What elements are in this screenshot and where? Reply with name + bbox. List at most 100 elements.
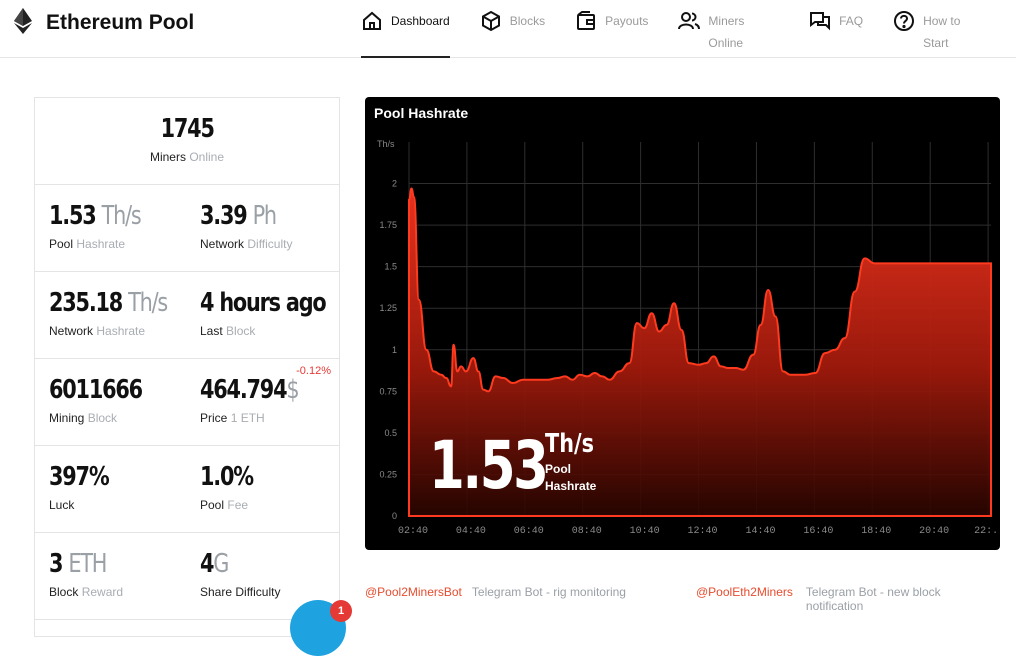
stats-row: 1.53 Th/s Pool Hashrate 3.39 Ph Network … (35, 185, 339, 272)
y-tick-label: 0.25 (379, 469, 397, 479)
x-tick-label: 14:40 (745, 526, 775, 537)
stat-caption: Pool Hashrate (49, 237, 126, 251)
x-tick-label: 04:40 (456, 526, 486, 537)
nav-label: FAQ (839, 14, 864, 28)
hashrate-area (408, 187, 992, 517)
hashrate-overlay: 1.53 Th/s Pool Hashrate (429, 429, 606, 499)
y-tick-label: 0 (392, 511, 397, 521)
stat-last-block: 4 hours ago Last Block (186, 272, 337, 358)
stat-caption: Price 1 ETH (200, 411, 265, 425)
nav-label: Dashboard (391, 14, 450, 28)
stat-value: 1.0% (200, 462, 254, 492)
x-tick-label: 06:40 (514, 526, 544, 537)
help-circle-icon (893, 10, 915, 32)
brand-name: Ethereum Pool (46, 11, 195, 34)
stat-network-difficulty: 3.39 Ph Network Difficulty (186, 185, 337, 271)
y-tick-label: 1 (392, 345, 397, 355)
x-tick-label: 12:40 (688, 526, 718, 537)
stats-panel: 1745 Miners Online 1.53 Th/s Pool Hashra… (34, 97, 340, 637)
telegram-desc: Telegram Bot - new block notification (805, 585, 941, 613)
stat-value: 464.794$ (200, 375, 300, 405)
stats-row: 235.18 Th/s Network Hashrate 4 hours ago… (35, 272, 339, 359)
nav-label: How to Start (923, 14, 961, 50)
nav-miners-online[interactable]: Miners Online (678, 0, 779, 58)
nav-label: Blocks (509, 14, 546, 28)
chat-icon (809, 10, 831, 32)
stat-caption: Network Difficulty (200, 237, 293, 251)
hashrate-chart-svg: 0 0.25 0.5 0.75 1 1.25 1.5 1.75 2 Th/s 02:40 04:40 0… (377, 139, 1000, 537)
stat-miners: 1745 Miners Online (35, 98, 339, 185)
chat-badge: 1 (330, 600, 352, 622)
nav-how-to-start[interactable]: How to Start (893, 0, 986, 58)
telegram-bot-notification: @PoolEth2Miners Telegram Bot - new block… (696, 585, 966, 613)
telegram-handle-link[interactable]: @PoolEth2Miners (696, 585, 793, 599)
x-tick-label: 08:40 (572, 526, 602, 537)
y-tick-label: 1.25 (379, 303, 397, 313)
stat-caption: Miners Online (149, 150, 225, 164)
stat-luck: 397% Luck (35, 446, 186, 532)
y-tick-label: 2 (392, 179, 397, 189)
brand[interactable]: Ethereum Pool (14, 7, 195, 39)
nav-dashboard[interactable]: Dashboard (361, 0, 450, 58)
x-tick-label: 18:40 (861, 526, 891, 537)
x-tick-label: 20:40 (919, 526, 949, 537)
stat-caption: Pool Fee (200, 498, 249, 512)
overlay-label-1: Pool (545, 462, 571, 476)
stat-value: 3.39 Ph (200, 201, 277, 231)
stat-value: 4G (200, 549, 229, 579)
x-tick-label: 22:... (974, 526, 1000, 537)
y-axis-label: Th/s (377, 139, 395, 149)
stat-caption: Mining Block (49, 411, 118, 425)
stats-row: 397% Luck 1.0% Pool Fee (35, 446, 339, 533)
wallet-icon (575, 10, 597, 32)
overlay-label-2: Hashrate (545, 479, 597, 493)
nav-faq[interactable]: FAQ (809, 0, 863, 58)
ethereum-logo-icon (14, 7, 32, 39)
overlay-value: 1.53 (429, 427, 549, 504)
stat-pool-fee: 1.0% Pool Fee (186, 446, 337, 532)
telegram-bot-monitoring: @Pool2MinersBot Telegram Bot - rig monit… (365, 585, 626, 599)
stat-mining-block: 6011666 Mining Block (35, 359, 186, 445)
stat-price: -0.12% 464.794$ Price 1 ETH (186, 359, 337, 445)
main-nav: Dashboard Blocks Payouts Miners Online F… (361, 0, 1016, 58)
y-tick-label: 1.5 (384, 262, 397, 272)
price-change-badge: -0.12% (296, 365, 331, 377)
nav-payouts[interactable]: Payouts (575, 0, 648, 58)
x-tick-label: 10:40 (630, 526, 660, 537)
stat-share-difficulty: 4G Share Difficulty (186, 533, 337, 619)
nav-label: Payouts (605, 14, 649, 28)
stat-value: 397% (49, 462, 110, 492)
overlay-unit: Th/s (545, 429, 594, 459)
chart-title: Pool Hashrate (374, 105, 469, 121)
y-tick-label: 1.75 (379, 220, 397, 230)
pool-hashrate-chart: 0 0.25 0.5 0.75 1 1.25 1.5 1.75 2 Th/s 02:40 04:40 0… (365, 97, 1000, 550)
x-tick-label: 16:40 (803, 526, 833, 537)
y-tick-label: 0.5 (384, 428, 397, 438)
stat-caption: Luck (49, 498, 75, 512)
stat-value: 3 ETH (49, 549, 107, 579)
y-tick-label: 0.75 (379, 386, 397, 396)
stat-block-reward: 3 ETH Block Reward (35, 533, 186, 619)
stats-row: 3 ETH Block Reward 4G Share Difficulty (35, 533, 339, 620)
stat-value: 4 hours ago (200, 288, 327, 318)
telegram-desc: Telegram Bot - rig monitoring (471, 585, 626, 599)
nav-blocks[interactable]: Blocks (480, 0, 545, 58)
stat-value: 235.18 Th/s (49, 288, 168, 318)
top-header: Ethereum Pool Dashboard Blocks Payouts M… (0, 0, 1016, 58)
stat-network-hashrate: 235.18 Th/s Network Hashrate (35, 272, 186, 358)
stat-caption: Share Difficulty (200, 585, 281, 599)
stat-pool-hashrate: 1.53 Th/s Pool Hashrate (35, 185, 186, 271)
stat-value: 6011666 (49, 375, 143, 405)
telegram-handle-link[interactable]: @Pool2MinersBot (365, 585, 462, 599)
overlay-side: Th/s Pool Hashrate (545, 429, 606, 499)
users-icon (678, 10, 701, 32)
stats-row: 6011666 Mining Block -0.12% 464.794$ Pri… (35, 359, 339, 446)
stat-caption: Network Hashrate (49, 324, 146, 338)
cube-icon (480, 10, 502, 32)
x-tick-label: 02:40 (398, 526, 428, 537)
home-icon (361, 10, 383, 32)
stat-caption: Last Block (200, 324, 256, 338)
stat-value: 1.53 Th/s (49, 201, 142, 231)
stat-value: 1745 (160, 114, 214, 144)
nav-label: Miners Online (708, 14, 745, 50)
